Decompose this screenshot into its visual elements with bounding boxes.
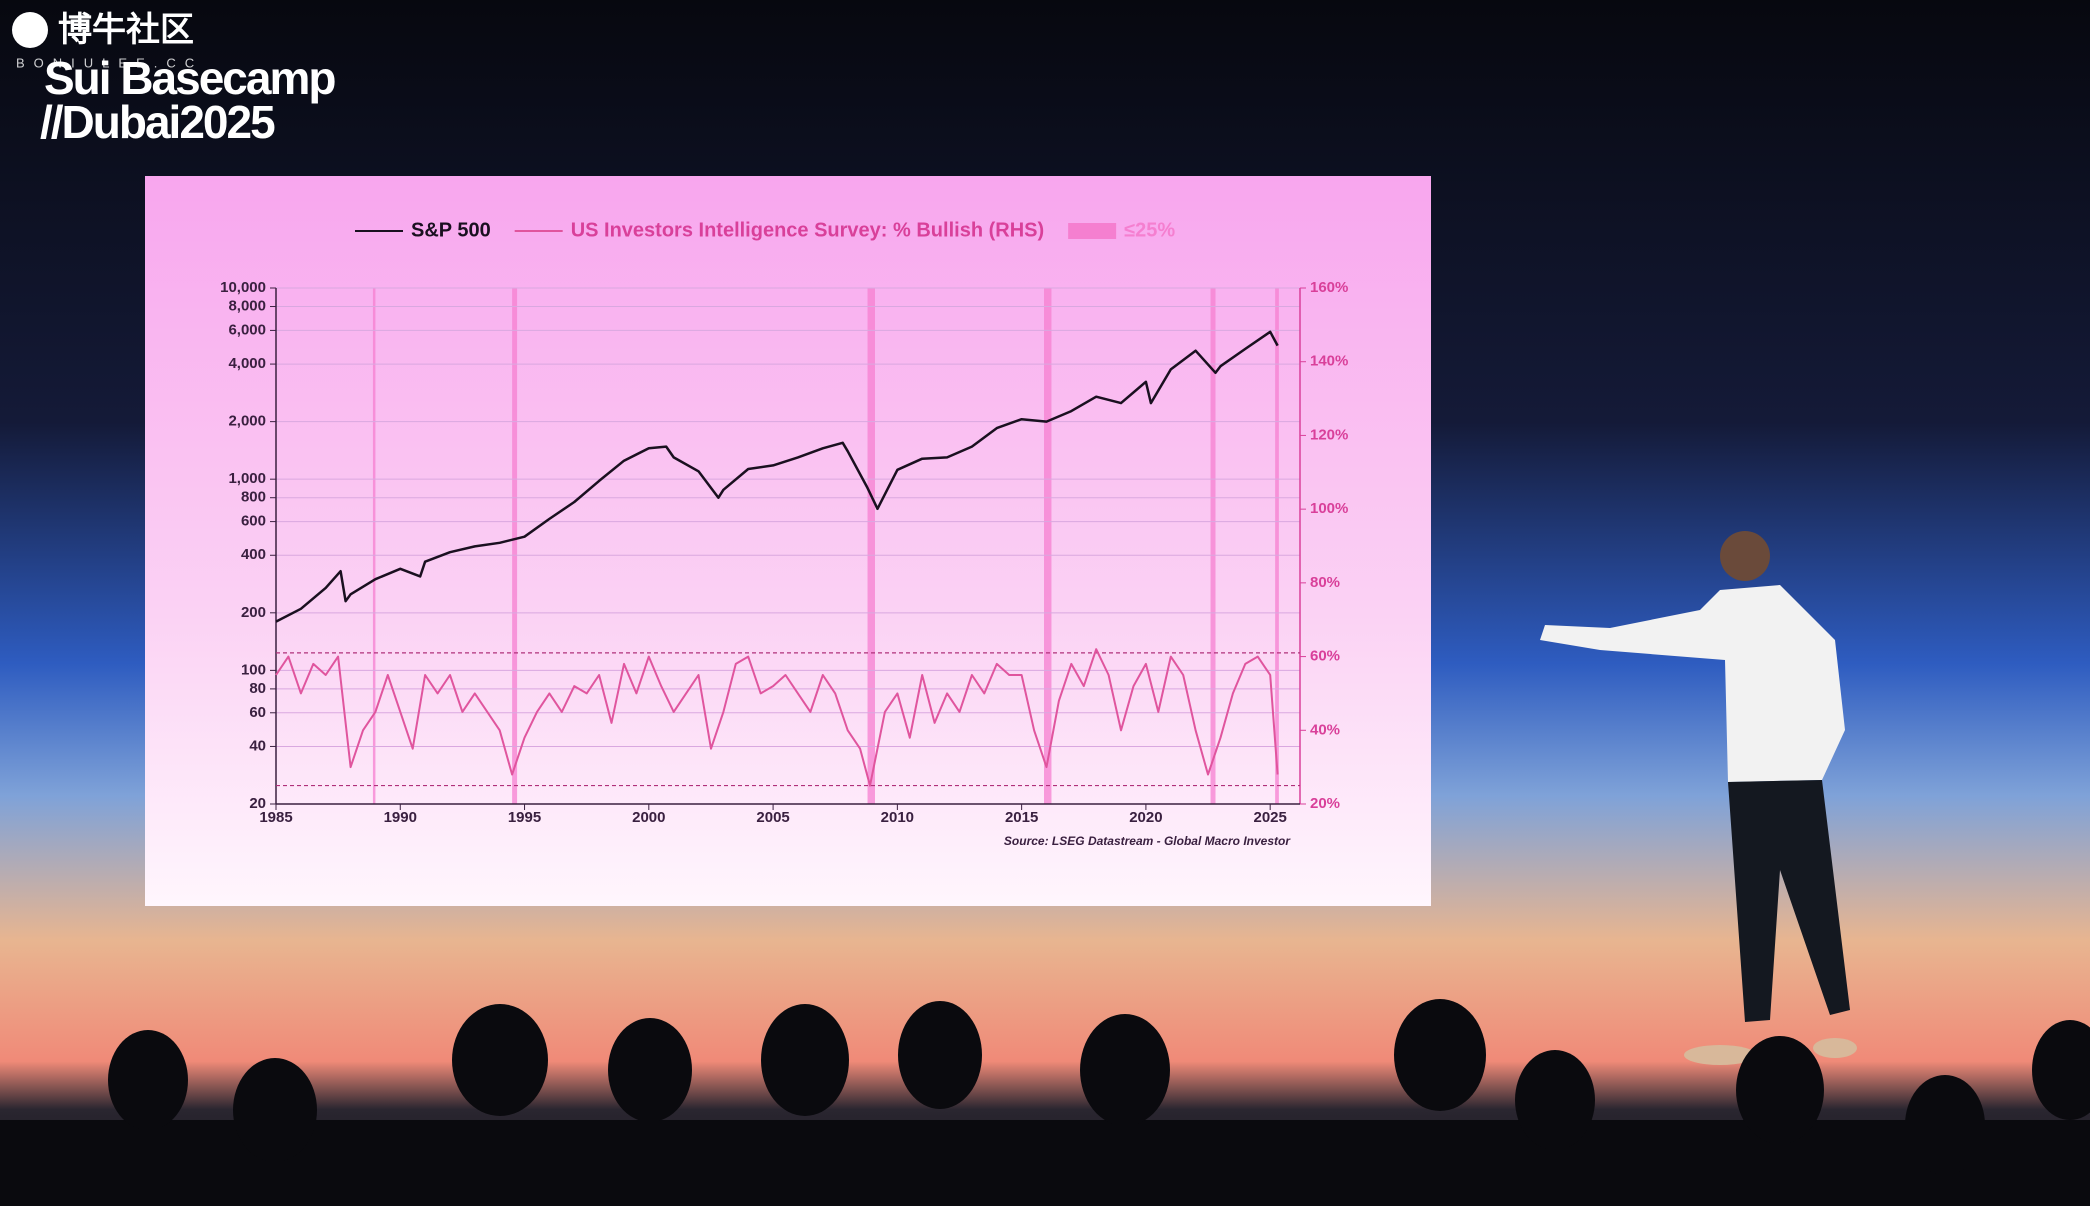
- shaded-band: [1210, 288, 1216, 804]
- y-tick-label: 10,000: [220, 279, 266, 296]
- screen: [145, 176, 1431, 906]
- speaker-hoodie: [1540, 585, 1845, 782]
- legend-label: US Investors Intelligence Survey: % Bull…: [571, 219, 1044, 241]
- speaker-trousers: [1728, 780, 1850, 1022]
- head: [233, 1058, 317, 1162]
- head: [1394, 999, 1486, 1111]
- source-note: Source: LSEG Datastream - Global Macro I…: [1004, 834, 1291, 848]
- chart: 20 40 60 80 100 200 400 600 800 1,000 2,000 4,000 6,…: [220, 219, 1348, 848]
- y-tick-label: 40: [249, 737, 266, 754]
- x-tick-label: 2020: [1129, 809, 1162, 826]
- watermark-logo: [12, 12, 48, 48]
- y2-tick-label: 80%: [1310, 574, 1340, 591]
- head: [108, 1030, 188, 1130]
- y-tick-label: 20: [249, 795, 266, 812]
- speaker-shoe: [1684, 1045, 1756, 1065]
- legend-swatch: [1068, 223, 1117, 239]
- y-tick-label: 600: [241, 513, 266, 530]
- audience-row: [0, 1120, 2090, 1206]
- event-subtitle: //Dubai2025: [40, 96, 275, 148]
- speaker-shoe: [1813, 1038, 1857, 1058]
- series-line: [275, 330, 1279, 623]
- shaded-band: [867, 288, 875, 804]
- head: [1515, 1050, 1595, 1150]
- y-tick-label: 1,000: [228, 470, 266, 487]
- audience: [0, 999, 2090, 1206]
- legend-label: S&P 500: [411, 219, 491, 241]
- y-tick-label: 4,000: [228, 355, 266, 372]
- y-tick-label: 8,000: [228, 297, 266, 314]
- head: [2032, 1020, 2090, 1120]
- shaded-band: [372, 288, 376, 804]
- legend-label: ≤25%: [1124, 219, 1175, 241]
- speaker: [1540, 531, 1857, 1065]
- y-tick-label: 400: [241, 546, 266, 563]
- speaker-head: [1720, 531, 1770, 581]
- x-tick-label: 2025: [1253, 809, 1286, 826]
- y-tick-label: 80: [249, 680, 266, 697]
- y-tick-label: 200: [241, 604, 266, 621]
- head: [1905, 1075, 1985, 1175]
- y-tick-label: 100: [241, 661, 266, 678]
- y2-tick-label: 60%: [1310, 648, 1340, 665]
- x-tick-label: 1990: [384, 809, 417, 826]
- event-title: Sui Basecamp: [44, 52, 335, 104]
- x-tick-label: 2010: [881, 809, 914, 826]
- x-tick-label: 1985: [259, 809, 292, 826]
- shaded-band: [512, 288, 518, 804]
- head: [608, 1018, 692, 1122]
- head: [761, 1004, 849, 1116]
- y2-tick-label: 140%: [1310, 353, 1348, 370]
- y2-tick-label: 120%: [1310, 426, 1348, 443]
- watermark-url: BONIULEE.CC: [16, 55, 203, 70]
- y2-tick-label: 100%: [1310, 500, 1348, 517]
- head: [452, 1004, 548, 1116]
- y2-tick-label: 160%: [1310, 279, 1348, 296]
- y-tick-label: 2,000: [228, 413, 266, 430]
- head: [1736, 1036, 1824, 1144]
- x-tick-label: 2005: [756, 809, 789, 826]
- shaded-band: [1275, 288, 1279, 804]
- head: [898, 1001, 982, 1109]
- y-tick-label: 60: [249, 704, 266, 721]
- y2-tick-label: 40%: [1310, 721, 1340, 738]
- y-tick-label: 800: [241, 489, 266, 506]
- y2-tick-label: 20%: [1310, 795, 1340, 812]
- head: [1080, 1014, 1170, 1126]
- watermark: 博牛社区: [58, 11, 194, 49]
- shaded-band: [1044, 288, 1052, 804]
- y-tick-label: 6,000: [228, 321, 266, 338]
- x-tick-label: 2000: [632, 809, 665, 826]
- x-tick-label: 1995: [508, 809, 541, 826]
- x-tick-label: 2015: [1005, 809, 1038, 826]
- series-line: [275, 648, 1279, 787]
